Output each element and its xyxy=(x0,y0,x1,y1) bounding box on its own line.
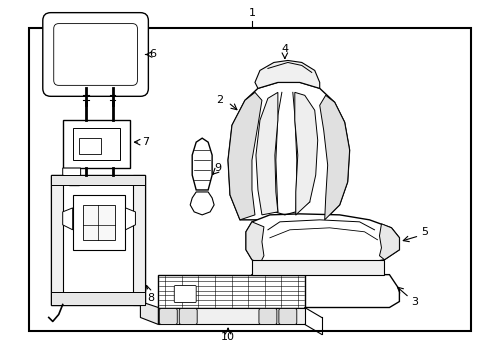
Polygon shape xyxy=(192,138,212,190)
Polygon shape xyxy=(379,224,399,260)
Polygon shape xyxy=(254,60,319,88)
Polygon shape xyxy=(62,208,73,230)
Text: 1: 1 xyxy=(248,8,255,18)
Polygon shape xyxy=(251,260,384,275)
Bar xyxy=(29,28,470,332)
Polygon shape xyxy=(294,92,317,215)
FancyBboxPatch shape xyxy=(42,13,148,96)
Polygon shape xyxy=(245,214,399,268)
Polygon shape xyxy=(190,192,214,215)
Polygon shape xyxy=(51,175,145,305)
Polygon shape xyxy=(255,92,277,215)
Polygon shape xyxy=(227,82,349,220)
FancyBboxPatch shape xyxy=(278,309,296,324)
Text: 2: 2 xyxy=(216,95,223,105)
Polygon shape xyxy=(158,307,304,324)
Polygon shape xyxy=(133,175,145,305)
Text: 8: 8 xyxy=(146,293,154,302)
Text: 9: 9 xyxy=(214,163,221,173)
Polygon shape xyxy=(62,120,130,168)
Polygon shape xyxy=(247,275,399,307)
Text: 5: 5 xyxy=(420,227,427,237)
Polygon shape xyxy=(319,95,349,220)
Text: 10: 10 xyxy=(221,332,235,342)
Polygon shape xyxy=(82,205,115,240)
Text: 6: 6 xyxy=(148,49,156,59)
FancyBboxPatch shape xyxy=(259,309,276,324)
Polygon shape xyxy=(158,275,304,307)
Polygon shape xyxy=(125,208,135,230)
Polygon shape xyxy=(51,175,145,185)
Polygon shape xyxy=(73,195,125,250)
FancyBboxPatch shape xyxy=(174,285,196,302)
Text: 3: 3 xyxy=(410,297,417,306)
Polygon shape xyxy=(227,92,262,220)
Polygon shape xyxy=(51,292,145,305)
Polygon shape xyxy=(62,168,81,180)
Polygon shape xyxy=(140,302,158,324)
FancyBboxPatch shape xyxy=(179,309,197,324)
Polygon shape xyxy=(79,138,101,154)
Polygon shape xyxy=(245,222,264,264)
FancyBboxPatch shape xyxy=(159,309,177,324)
Text: 4: 4 xyxy=(281,44,288,54)
Polygon shape xyxy=(51,175,62,305)
Text: 7: 7 xyxy=(142,137,149,147)
